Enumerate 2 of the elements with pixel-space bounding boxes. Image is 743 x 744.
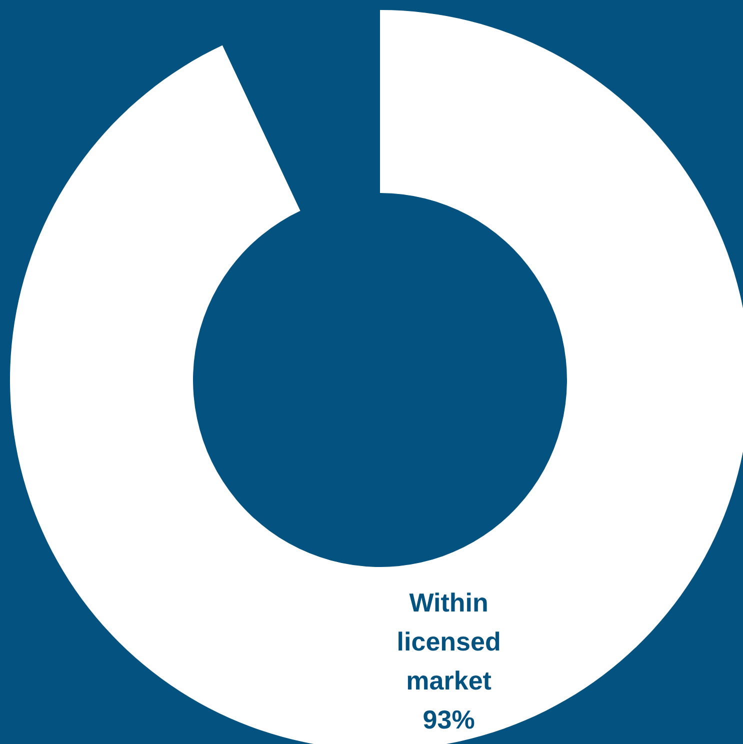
slice-label: Within licensed market bbox=[396, 588, 501, 696]
data-label: 93% bbox=[422, 704, 475, 735]
